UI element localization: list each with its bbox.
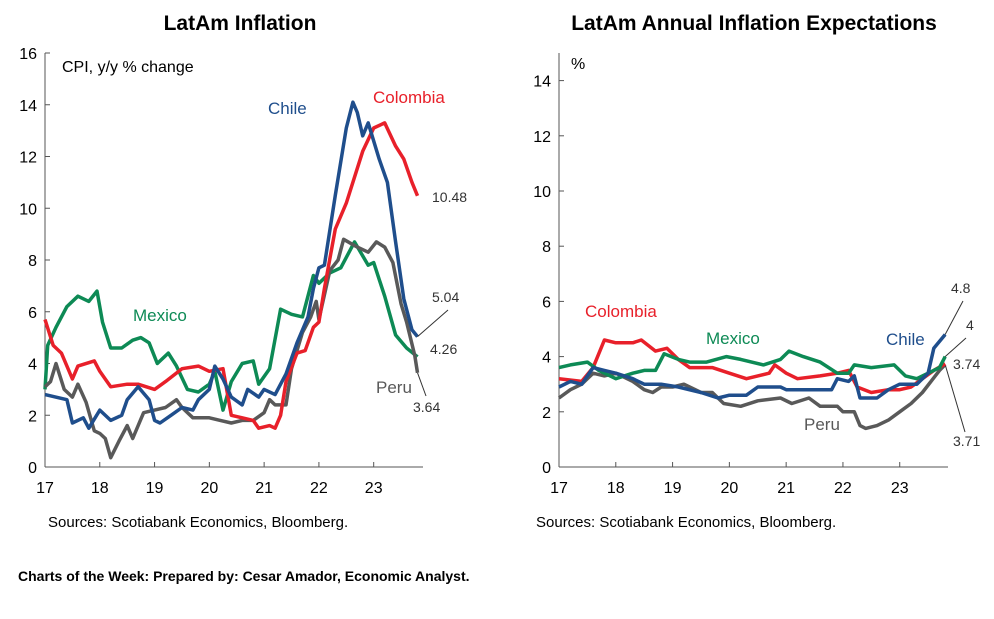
end-value-leader	[944, 300, 964, 335]
y-tick-label: 8	[542, 239, 551, 256]
end-value-label-colombia: 10.48	[432, 189, 467, 205]
x-tick-label: 19	[664, 480, 682, 497]
series-label-mexico: Mexico	[133, 306, 187, 325]
y-axis-label: %	[571, 56, 585, 73]
end-value-label-mexico: 4.26	[430, 341, 457, 357]
end-value-label-peru: 3.71	[953, 433, 980, 449]
end-value-leader	[417, 372, 427, 397]
end-value-leader	[944, 337, 967, 357]
source-note: Sources: Scotiabank Economics, Bloomberg…	[48, 514, 348, 531]
y-tick-label: 10	[533, 184, 551, 201]
y-tick-label: 14	[19, 98, 37, 115]
y-tick-label: 2	[542, 405, 551, 422]
y-tick-label: 12	[19, 150, 37, 167]
y-tick-label: 12	[533, 129, 551, 146]
y-tick-label: 4	[542, 350, 551, 367]
series-line-mexico	[43, 240, 419, 412]
x-tick-label: 23	[891, 480, 909, 497]
end-value-label-peru: 3.64	[413, 399, 440, 415]
end-value-label-mexico: 4	[966, 317, 974, 333]
end-value-label-colombia: 3.74	[953, 356, 980, 372]
series-line-chile	[558, 333, 947, 400]
y-tick-label: 6	[28, 305, 37, 322]
series-label-peru: Peru	[804, 415, 840, 434]
latam-inflation-expectations-chart: LatAm Annual Inflation Expectations % So…	[533, 12, 980, 531]
end-value-leader	[944, 364, 966, 433]
x-tick-label: 21	[255, 480, 273, 497]
y-tick-label: 6	[542, 294, 551, 311]
footer-note: Charts of the Week: Prepared by: Cesar A…	[18, 568, 470, 584]
y-tick-label: 0	[542, 460, 551, 477]
x-tick-label: 18	[91, 480, 109, 497]
x-tick-label: 17	[36, 480, 54, 497]
y-tick-label: 14	[533, 74, 551, 91]
y-tick-label: 4	[28, 357, 37, 374]
series-label-mexico: Mexico	[706, 329, 760, 348]
y-tick-label: 8	[28, 253, 37, 270]
end-value-leader	[417, 309, 449, 337]
x-tick-label: 17	[550, 480, 568, 497]
series-label-chile: Chile	[268, 99, 307, 118]
x-tick-label: 22	[310, 480, 328, 497]
y-tick-label: 16	[19, 46, 37, 63]
x-tick-label: 20	[720, 480, 738, 497]
y-axis-label: CPI, y/y % change	[62, 59, 194, 76]
series-label-colombia: Colombia	[373, 88, 445, 107]
series-line-colombia	[43, 121, 420, 430]
series-line-chile	[44, 100, 419, 430]
latam-inflation-chart: LatAm Inflation CPI, y/y % change Source…	[19, 12, 467, 531]
x-tick-label: 22	[834, 480, 852, 497]
x-tick-label: 21	[777, 480, 795, 497]
y-tick-label: 2	[28, 408, 37, 425]
x-tick-label: 23	[365, 480, 383, 497]
series-label-peru: Peru	[376, 378, 412, 397]
x-tick-label: 18	[607, 480, 625, 497]
x-tick-label: 20	[200, 480, 218, 497]
y-tick-label: 0	[28, 460, 37, 477]
series-label-colombia: Colombia	[585, 302, 657, 321]
series-line-peru	[43, 237, 420, 460]
series-label-chile: Chile	[886, 330, 925, 349]
x-tick-label: 19	[146, 480, 164, 497]
source-note: Sources: Scotiabank Economics, Bloomberg…	[536, 514, 836, 531]
chart-title: LatAm Annual Inflation Expectations	[571, 12, 937, 35]
end-value-label-chile: 5.04	[432, 289, 459, 305]
chart-title: LatAm Inflation	[164, 12, 317, 35]
end-value-label-chile: 4.8	[951, 280, 971, 296]
y-tick-label: 10	[19, 201, 37, 218]
